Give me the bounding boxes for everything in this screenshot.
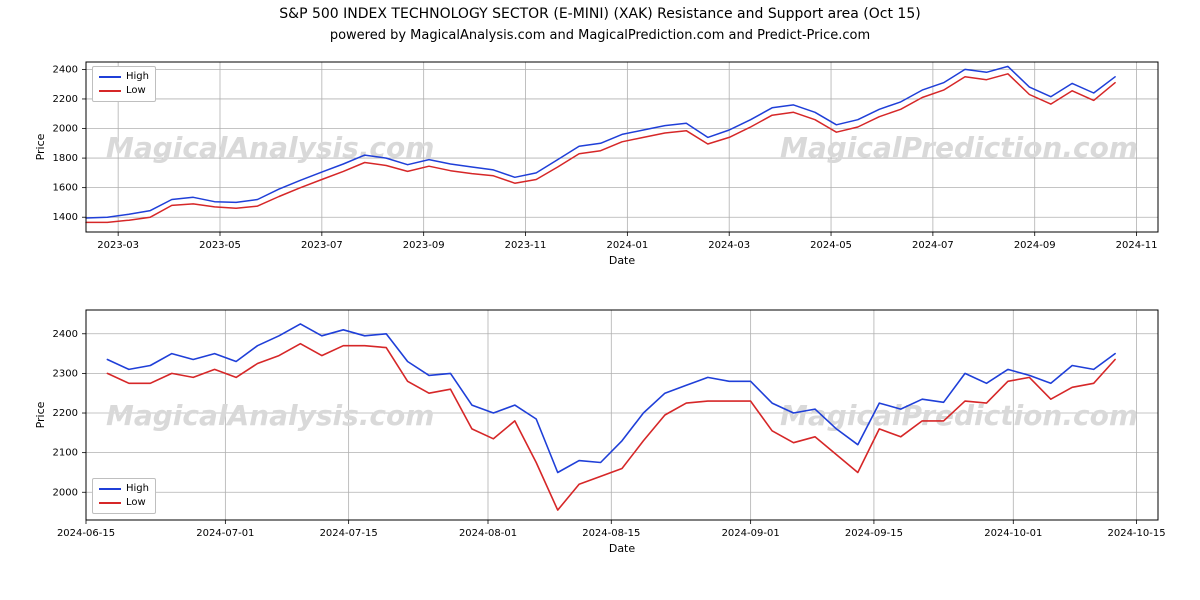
watermark-left: MagicalAnalysis.com [106, 131, 434, 164]
x-tick-label: 2024-03 [708, 240, 750, 251]
y-tick-label: 2200 [53, 408, 78, 419]
legend-swatch [99, 76, 121, 78]
y-tick-label: 2100 [53, 448, 78, 459]
x-tick-label: 2023-03 [97, 240, 139, 251]
y-tick-label: 2000 [53, 487, 78, 498]
legend-swatch [99, 502, 121, 504]
y-axis-label: Price [34, 401, 47, 428]
legend-swatch [99, 90, 121, 92]
y-axis-label: Price [34, 133, 47, 160]
figure: S&P 500 INDEX TECHNOLOGY SECTOR (E-MINI)… [0, 0, 1200, 600]
y-tick-label: 2400 [53, 329, 78, 340]
legend-label: High [126, 482, 149, 496]
x-tick-label: 2024-11 [1116, 240, 1158, 251]
y-tick-label: 2300 [53, 368, 78, 379]
x-tick-label: 2023-11 [505, 240, 547, 251]
x-tick-label: 2024-10-15 [1107, 528, 1165, 539]
chart-svg: 2000 2100 2200 2300 2400 2024-06-15 2024-07-01… [30, 302, 1174, 564]
y-tick-label: 2400 [53, 64, 78, 75]
legend-item: Low [99, 84, 149, 98]
x-tick-label: 2024-01 [606, 240, 648, 251]
x-tick-label: 2024-06-15 [57, 528, 115, 539]
x-tick-label: 2024-05 [810, 240, 852, 251]
x-axis-label: Date [609, 254, 636, 267]
x-tick-label: 2024-07-15 [320, 528, 378, 539]
x-tick-label: 2023-09 [403, 240, 445, 251]
legend: HighLow [92, 66, 156, 102]
y-tick-label: 2000 [53, 124, 78, 135]
y-tick-label: 2200 [53, 94, 78, 105]
x-tick-label: 2024-09-15 [845, 528, 903, 539]
y-tick-label: 1400 [53, 212, 78, 223]
legend-label: Low [126, 496, 146, 510]
x-tick-label: 2023-05 [199, 240, 241, 251]
chart-subtitle: powered by MagicalAnalysis.com and Magic… [0, 28, 1200, 43]
legend-item: Low [99, 496, 149, 510]
chart-svg: 1400 1600 1800 2000 2200 2400 2023-03 2023-05 20… [30, 54, 1174, 276]
legend: HighLow [92, 478, 156, 514]
x-tick-label: 2023-07 [301, 240, 343, 251]
x-tick-label: 2024-09 [1014, 240, 1056, 251]
legend-item: High [99, 70, 149, 84]
y-tick-label: 1800 [53, 153, 78, 164]
x-tick-label: 2024-07-01 [196, 528, 254, 539]
y-tick-label: 1600 [53, 183, 78, 194]
x-tick-label: 2024-08-01 [459, 528, 517, 539]
x-axis-label: Date [609, 542, 636, 555]
x-tick-label: 2024-08-15 [582, 528, 640, 539]
watermark-left: MagicalAnalysis.com [106, 399, 434, 432]
chart-title: S&P 500 INDEX TECHNOLOGY SECTOR (E-MINI)… [0, 6, 1200, 22]
panel-bottom: 200021002200230024002024-06-152024-07-01… [86, 310, 1158, 520]
x-tick-label: 2024-09-01 [722, 528, 780, 539]
legend-label: High [126, 70, 149, 84]
watermark-right: MagicalPrediction.com [780, 131, 1138, 164]
legend-label: Low [126, 84, 146, 98]
x-tick-label: 2024-10-01 [984, 528, 1042, 539]
legend-swatch [99, 488, 121, 490]
x-tick-label: 2024-07 [912, 240, 954, 251]
panel-top: 1400160018002000220024002023-032023-0520… [86, 62, 1158, 232]
legend-item: High [99, 482, 149, 496]
